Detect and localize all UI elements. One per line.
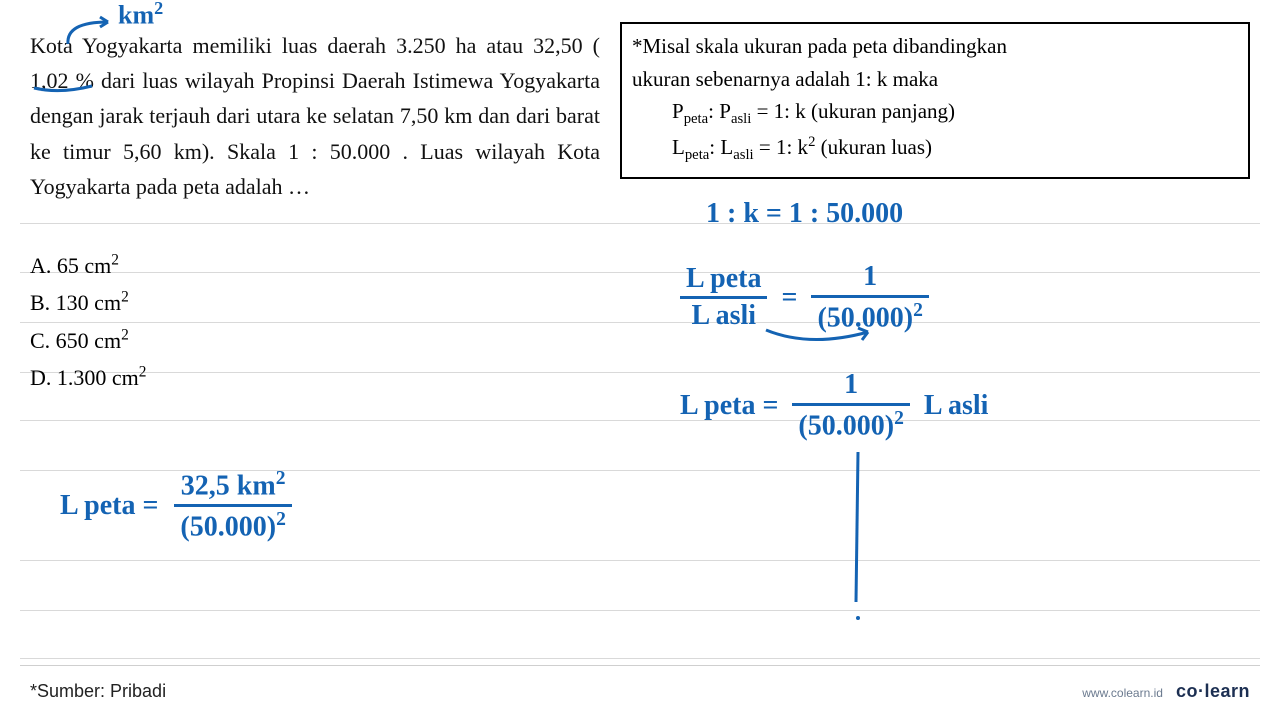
hw-vertical-stroke: [848, 452, 868, 622]
option-b: B. 130 cm2: [30, 284, 146, 321]
problem-line: pada peta adalah …: [136, 174, 310, 199]
formula-line: ukuran sebenarnya adalah 1: k maka: [632, 63, 1238, 96]
option-c: C. 650 cm2: [30, 322, 146, 359]
formula-l-line: Lpeta: Lasli = 1: k2 (ukuran luas): [632, 131, 1238, 167]
hw-km2-annotation: km2: [118, 0, 163, 31]
hw-ratio: 1 : k = 1 : 50.000: [706, 198, 903, 230]
formula-line: *Misal skala ukuran pada peta dibandingk…: [632, 30, 1238, 63]
option-a: A. 65 cm2: [30, 247, 146, 284]
brand-url: www.colearn.id: [1082, 686, 1163, 700]
arrow-icon: [60, 14, 120, 48]
formula-p-line: Ppeta: Pasli = 1: k (ukuran panjang): [632, 95, 1238, 131]
footer-divider: [20, 665, 1260, 666]
page: Kota Yogyakarta memiliki luas daerah 3.2…: [0, 0, 1280, 720]
hw-eq2: L peta = 1 (50.000)2 L asli: [680, 370, 988, 442]
footer-source: *Sumber: Pribadi: [30, 681, 166, 702]
problem-text: Kota Yogyakarta memiliki luas daerah 3.2…: [30, 28, 600, 204]
brand-logo: co·learn: [1176, 681, 1250, 701]
formula-box: *Misal skala ukuran pada peta dibandingk…: [620, 22, 1250, 179]
hw-underline-icon: [30, 82, 100, 96]
hw-arrow-icon: [760, 320, 880, 350]
option-d: D. 1.300 cm2: [30, 359, 146, 396]
footer-brand: www.colearn.id co·learn: [1082, 681, 1250, 702]
hw-eq3: L peta = 32,5 km2 (50.000)2: [60, 468, 292, 543]
answer-options: A. 65 cm2 B. 130 cm2 C. 650 cm2 D. 1.300…: [30, 247, 146, 397]
